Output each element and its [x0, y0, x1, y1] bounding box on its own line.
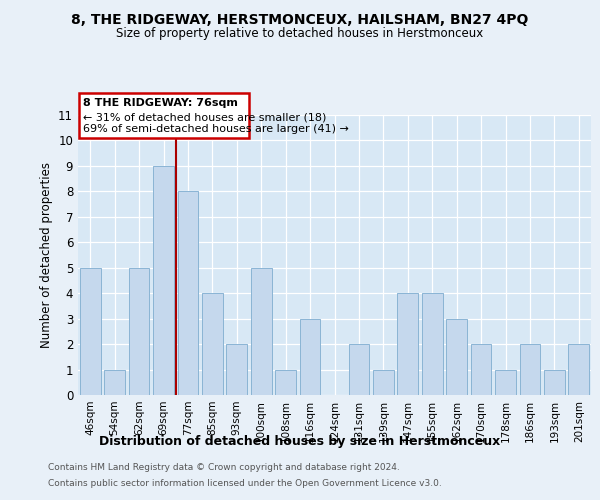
- Bar: [128, 268, 149, 395]
- Bar: [80, 268, 101, 395]
- Bar: [178, 192, 199, 395]
- Bar: [568, 344, 589, 395]
- FancyBboxPatch shape: [79, 94, 249, 138]
- Text: 69% of semi-detached houses are larger (41) →: 69% of semi-detached houses are larger (…: [83, 124, 349, 134]
- Text: 8 THE RIDGEWAY: 76sqm: 8 THE RIDGEWAY: 76sqm: [83, 98, 238, 108]
- Bar: [104, 370, 125, 395]
- Bar: [202, 293, 223, 395]
- Bar: [520, 344, 541, 395]
- Text: 8, THE RIDGEWAY, HERSTMONCEUX, HAILSHAM, BN27 4PQ: 8, THE RIDGEWAY, HERSTMONCEUX, HAILSHAM,…: [71, 12, 529, 26]
- Bar: [373, 370, 394, 395]
- Y-axis label: Number of detached properties: Number of detached properties: [40, 162, 53, 348]
- Text: Contains HM Land Registry data © Crown copyright and database right 2024.: Contains HM Land Registry data © Crown c…: [48, 464, 400, 472]
- Text: Contains public sector information licensed under the Open Government Licence v3: Contains public sector information licen…: [48, 478, 442, 488]
- Bar: [349, 344, 370, 395]
- Bar: [226, 344, 247, 395]
- Bar: [446, 318, 467, 395]
- Text: Distribution of detached houses by size in Herstmonceux: Distribution of detached houses by size …: [100, 435, 500, 448]
- Bar: [470, 344, 491, 395]
- Bar: [299, 318, 320, 395]
- Bar: [153, 166, 174, 395]
- Text: Size of property relative to detached houses in Herstmonceux: Size of property relative to detached ho…: [116, 28, 484, 40]
- Text: ← 31% of detached houses are smaller (18): ← 31% of detached houses are smaller (18…: [83, 112, 326, 122]
- Bar: [275, 370, 296, 395]
- Bar: [544, 370, 565, 395]
- Bar: [422, 293, 443, 395]
- Bar: [397, 293, 418, 395]
- Bar: [251, 268, 272, 395]
- Bar: [495, 370, 516, 395]
